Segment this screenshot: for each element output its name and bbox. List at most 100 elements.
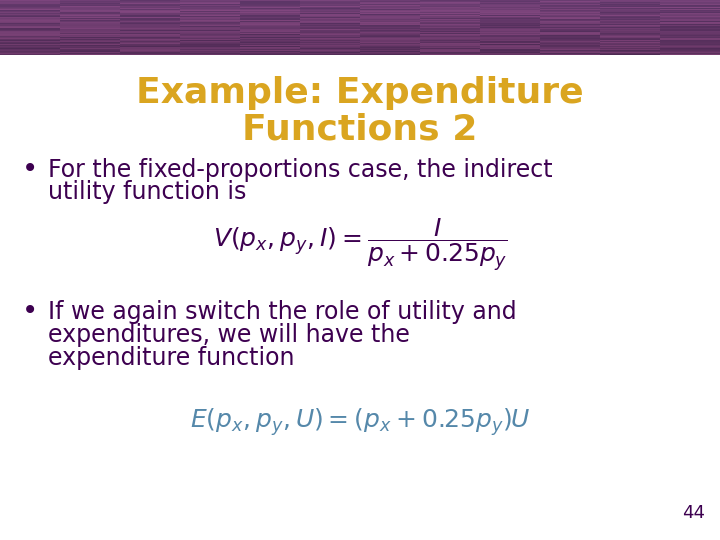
Bar bbox=[660, 11, 720, 12]
Bar bbox=[0, 21, 60, 22]
Bar bbox=[300, 30, 360, 31]
Bar bbox=[600, 8, 660, 9]
Bar bbox=[300, 37, 360, 38]
Bar bbox=[0, 20, 60, 21]
Bar bbox=[60, 21, 120, 22]
Bar bbox=[540, 23, 600, 24]
Text: Example: Expenditure: Example: Expenditure bbox=[136, 76, 584, 110]
Bar bbox=[300, 6, 360, 7]
Bar bbox=[0, 41, 60, 42]
Bar bbox=[240, 29, 300, 30]
Bar bbox=[240, 52, 300, 53]
Bar bbox=[60, 3, 120, 4]
Bar bbox=[540, 12, 600, 13]
Bar bbox=[360, 45, 420, 46]
Bar bbox=[420, 0, 480, 1]
Bar bbox=[600, 48, 660, 49]
Bar bbox=[180, 11, 240, 12]
Bar bbox=[420, 44, 480, 45]
Bar bbox=[540, 54, 600, 55]
Bar bbox=[0, 8, 60, 9]
Bar bbox=[180, 35, 240, 36]
Bar bbox=[60, 47, 120, 48]
Bar bbox=[600, 7, 660, 8]
Bar bbox=[240, 6, 300, 7]
Bar bbox=[120, 53, 180, 54]
Bar bbox=[0, 30, 60, 31]
Bar bbox=[360, 22, 420, 23]
Bar bbox=[0, 11, 60, 12]
Bar bbox=[420, 49, 480, 50]
Bar bbox=[240, 43, 300, 44]
Bar bbox=[60, 6, 120, 7]
Bar bbox=[360, 40, 420, 41]
Bar bbox=[180, 1, 240, 2]
Bar bbox=[0, 44, 60, 45]
Bar bbox=[240, 15, 300, 16]
Bar bbox=[420, 39, 480, 40]
Bar bbox=[420, 3, 480, 4]
Bar bbox=[120, 24, 180, 25]
Bar bbox=[360, 11, 420, 12]
Bar bbox=[480, 13, 540, 14]
Bar bbox=[0, 42, 60, 43]
Bar bbox=[480, 52, 540, 53]
Bar bbox=[120, 33, 180, 34]
Bar bbox=[120, 11, 180, 12]
Bar bbox=[60, 25, 120, 26]
Bar bbox=[480, 40, 540, 41]
Bar bbox=[660, 42, 720, 43]
Bar bbox=[360, 26, 420, 27]
Bar bbox=[300, 23, 360, 24]
Bar bbox=[420, 35, 480, 36]
Bar bbox=[540, 35, 600, 36]
Bar bbox=[0, 52, 60, 53]
Bar bbox=[540, 27, 600, 28]
Bar bbox=[180, 26, 240, 27]
Bar bbox=[660, 43, 720, 44]
Bar bbox=[300, 11, 360, 12]
Bar bbox=[180, 31, 240, 32]
Bar bbox=[240, 34, 300, 35]
Bar bbox=[480, 1, 540, 2]
Text: If we again switch the role of utility and: If we again switch the role of utility a… bbox=[48, 300, 517, 324]
Bar bbox=[660, 17, 720, 18]
Bar bbox=[600, 52, 660, 53]
Bar bbox=[0, 25, 60, 26]
Bar bbox=[660, 37, 720, 38]
Bar bbox=[600, 2, 660, 3]
Bar bbox=[180, 6, 240, 7]
Bar bbox=[300, 50, 360, 51]
Bar bbox=[60, 20, 120, 21]
Bar bbox=[420, 41, 480, 42]
Bar bbox=[660, 6, 720, 7]
Bar bbox=[60, 32, 120, 33]
Bar bbox=[360, 42, 420, 43]
Bar bbox=[420, 32, 480, 33]
Bar bbox=[540, 15, 600, 16]
Bar bbox=[300, 53, 360, 54]
Bar bbox=[480, 9, 540, 10]
Bar bbox=[480, 10, 540, 11]
Bar bbox=[360, 37, 420, 38]
Bar bbox=[420, 54, 480, 55]
Bar bbox=[0, 0, 60, 1]
Bar bbox=[60, 16, 120, 17]
Bar bbox=[240, 28, 300, 29]
Bar bbox=[360, 21, 420, 22]
Bar bbox=[120, 51, 180, 52]
Bar bbox=[360, 16, 420, 17]
Bar bbox=[480, 22, 540, 23]
Bar bbox=[360, 27, 420, 28]
Bar bbox=[480, 28, 540, 29]
Bar bbox=[60, 54, 120, 55]
Bar bbox=[300, 28, 360, 29]
Bar bbox=[240, 37, 300, 38]
Bar bbox=[60, 28, 120, 29]
Bar bbox=[420, 30, 480, 31]
Bar bbox=[360, 36, 420, 37]
Bar bbox=[360, 8, 420, 9]
Bar bbox=[300, 47, 360, 48]
Bar bbox=[240, 11, 300, 12]
Bar bbox=[0, 48, 60, 49]
